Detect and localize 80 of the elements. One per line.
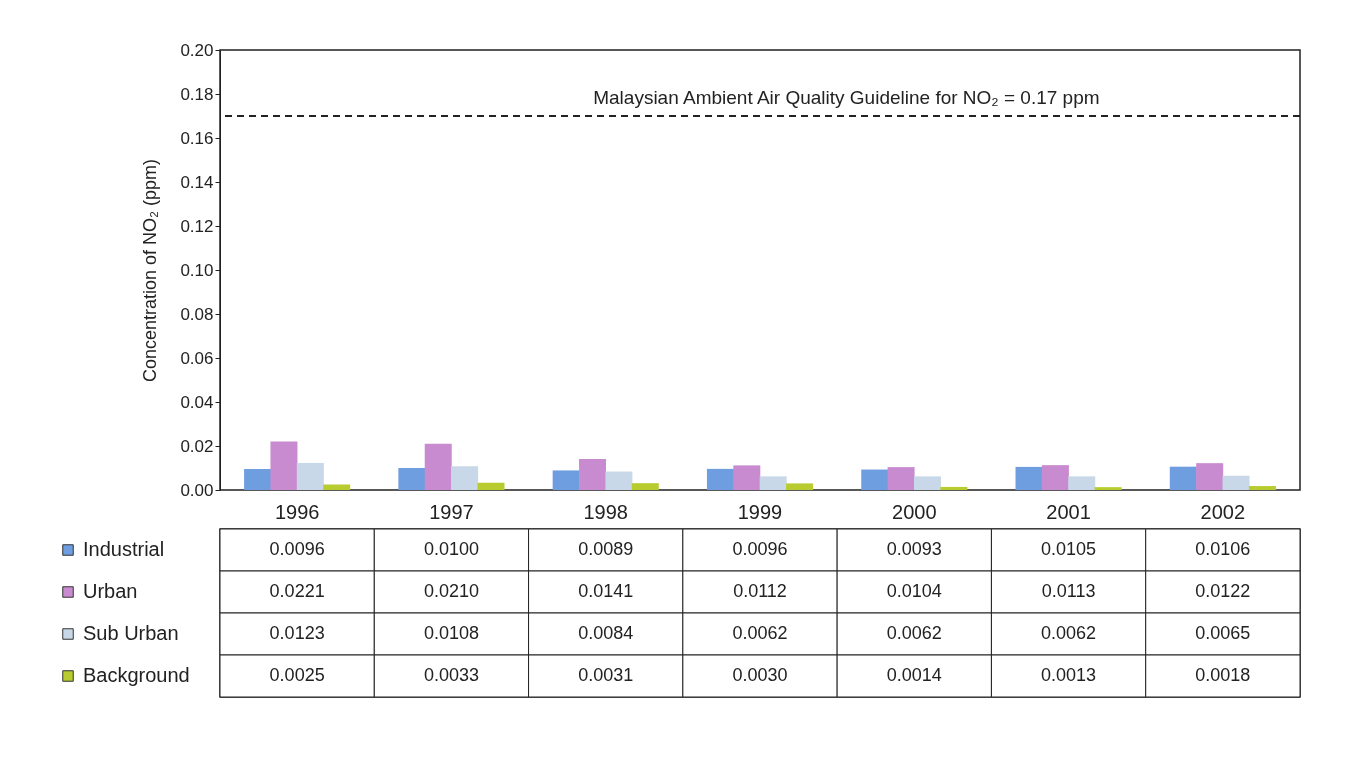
x-tick-label: 1999	[737, 500, 783, 523]
bar	[323, 484, 351, 490]
bar	[244, 468, 272, 490]
bar	[1015, 466, 1043, 490]
data-label: 0.0018	[1195, 665, 1251, 685]
data-label: 0.0100	[423, 539, 479, 559]
y-tick-label: 0.06	[180, 348, 214, 368]
x-tick-label: 2001	[1046, 500, 1091, 523]
y-tick-label: 0.04	[180, 392, 214, 412]
bar	[605, 471, 633, 490]
bar	[786, 483, 814, 490]
y-tick-label: 0.18	[180, 84, 214, 104]
data-label: 0.0084	[578, 623, 634, 643]
data-label: 0.0123	[269, 623, 325, 643]
bar	[733, 465, 761, 490]
data-label: 0.0030	[732, 665, 788, 685]
bar	[759, 476, 787, 490]
x-tick-label: 2002	[1200, 500, 1246, 523]
bar	[270, 441, 298, 490]
bar	[913, 476, 941, 490]
data-label: 0.0221	[269, 581, 325, 601]
data-label: 0.0013	[1041, 665, 1097, 685]
bar	[1222, 475, 1250, 490]
x-tick-label: 1998	[583, 500, 628, 523]
data-label: 0.0025	[269, 665, 325, 685]
data-label: 0.0089	[578, 539, 634, 559]
bar	[940, 486, 968, 490]
ref-line-label: Malaysian Ambient Air Quality Guideline for NO₂ = 0.17 ppm	[593, 87, 1100, 108]
bar	[477, 482, 505, 490]
bar	[887, 467, 915, 490]
bar	[1248, 486, 1276, 490]
y-tick-label: 0.12	[180, 216, 214, 236]
bar	[424, 443, 452, 490]
data-label: 0.0105	[1041, 539, 1097, 559]
bar	[1094, 487, 1122, 490]
data-label: 0.0096	[269, 539, 325, 559]
data-label: 0.0108	[423, 623, 479, 643]
bar	[1041, 465, 1069, 490]
data-label: 0.0014	[886, 665, 942, 685]
data-label: 0.0122	[1195, 581, 1251, 601]
legend-label: Industrial	[83, 538, 165, 560]
data-label: 0.0062	[886, 623, 942, 643]
data-label: 0.0062	[1041, 623, 1097, 643]
x-tick-label: 1996	[274, 500, 320, 523]
y-tick-label: 0.02	[180, 436, 214, 456]
data-label: 0.0104	[886, 581, 942, 601]
data-label: 0.0112	[733, 581, 787, 601]
bar	[706, 468, 734, 490]
bar	[579, 458, 607, 490]
y-tick-label: 0.08	[180, 304, 214, 324]
data-label: 0.0106	[1195, 539, 1251, 559]
y-tick-label: 0.16	[180, 128, 214, 148]
x-tick-label: 2000	[892, 500, 937, 523]
y-tick-label: 0.00	[180, 480, 214, 500]
data-label: 0.0210	[423, 581, 479, 601]
y-axis-title: Concentration of NO₂ (ppm)	[140, 158, 161, 383]
legend-label: Urban	[83, 580, 138, 602]
data-label: 0.0033	[423, 665, 479, 685]
y-tick-label: 0.14	[180, 172, 214, 192]
bar	[1196, 463, 1224, 490]
legend-label: Sub Urban	[83, 622, 179, 644]
data-label: 0.0031	[578, 665, 634, 685]
bar	[1169, 466, 1197, 490]
y-tick-label: 0.10	[180, 260, 214, 280]
bar	[552, 470, 580, 490]
data-label: 0.0065	[1195, 623, 1251, 643]
legend-label: Background	[83, 664, 190, 686]
y-tick-label: 0.20	[180, 40, 214, 60]
data-label: 0.0141	[578, 581, 634, 601]
bar	[451, 466, 479, 490]
data-label: 0.0062	[732, 623, 788, 643]
bar	[398, 468, 426, 490]
bar	[296, 462, 324, 490]
data-label: 0.0113	[1041, 581, 1096, 601]
x-tick-label: 1997	[429, 500, 474, 523]
bar	[631, 483, 659, 490]
data-label: 0.0093	[886, 539, 942, 559]
bar	[861, 469, 889, 490]
bar	[1068, 476, 1096, 490]
data-label: 0.0096	[732, 539, 788, 559]
